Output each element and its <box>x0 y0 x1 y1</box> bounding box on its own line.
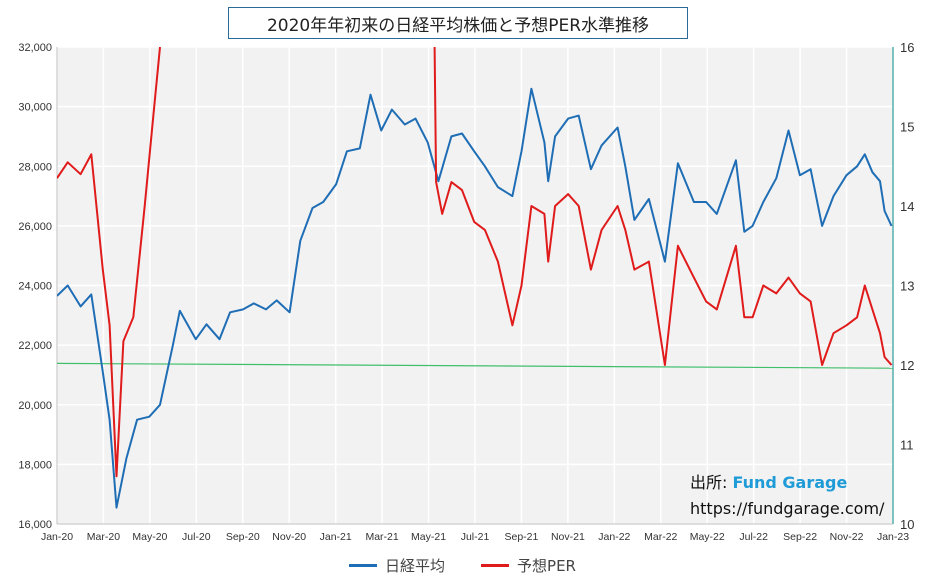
y-right-tick-label: 15 <box>900 120 914 135</box>
y-left-tick-label: 32,000 <box>18 42 52 54</box>
x-tick-label: Mar-20 <box>87 531 120 543</box>
y-left-tick-label: 26,000 <box>18 221 52 233</box>
x-tick-label: Nov-22 <box>830 531 864 543</box>
y-right-tick-label: 14 <box>900 199 914 214</box>
x-tick-label: Sep-21 <box>505 531 539 543</box>
source-url: https://fundgarage.com/ <box>690 499 885 518</box>
source-note: 出所: Fund Garage https://fundgarage.com/ <box>690 470 884 522</box>
y-left-tick-label: 28,000 <box>18 161 52 173</box>
series-reference-line <box>57 362 893 369</box>
x-tick-label: Mar-21 <box>365 531 398 543</box>
x-tick-label: Jan-21 <box>320 531 352 543</box>
legend-label-per: 予想PER <box>517 556 576 575</box>
series-per-line <box>57 47 161 478</box>
x-tick-label: May-21 <box>411 531 446 543</box>
legend-swatch-per <box>481 563 510 567</box>
y-right-tick-label: 16 <box>900 40 914 55</box>
y-left-tick-label: 22,000 <box>18 340 52 352</box>
x-tick-label: Nov-21 <box>551 531 585 543</box>
legend-item-per: 予想PER <box>481 555 576 576</box>
x-tick-label: Jan-20 <box>41 531 73 543</box>
y-left-tick-label: 16,000 <box>18 519 52 531</box>
y-left-tick-label: 18,000 <box>18 459 52 471</box>
legend: 日経平均 予想PER <box>0 553 925 577</box>
x-tick-label: Sep-22 <box>783 531 817 543</box>
y-right-tick-label: 11 <box>900 438 914 453</box>
legend-label-nikkei: 日経平均 <box>385 556 446 575</box>
x-tick-label: Jul-20 <box>182 531 211 543</box>
legend-swatch-nikkei <box>349 563 378 567</box>
x-tick-label: Nov-20 <box>272 531 306 543</box>
y-left-tick-label: 30,000 <box>18 102 52 114</box>
source-brand: Fund Garage <box>732 473 848 492</box>
y-right-tick-label: 10 <box>900 517 914 532</box>
y-right-tick-label: 12 <box>900 358 914 373</box>
x-tick-label: Jan-22 <box>598 531 630 543</box>
x-tick-label: May-22 <box>690 531 725 543</box>
series-per-line-continued <box>433 47 893 366</box>
x-tick-label: May-20 <box>132 531 167 543</box>
x-tick-label: Jul-21 <box>461 531 490 543</box>
x-tick-label: Mar-22 <box>644 531 677 543</box>
y-right-tick-label: 13 <box>900 279 914 294</box>
source-label: 出所: <box>690 473 733 492</box>
chart-title: 2020年年初来の日経平均株価と予想PER水準推移 <box>228 7 688 39</box>
legend-item-nikkei: 日経平均 <box>349 555 445 576</box>
series-nikkei-line <box>57 87 893 509</box>
x-tick-label: Jul-22 <box>739 531 768 543</box>
y-left-tick-label: 20,000 <box>18 400 52 412</box>
x-tick-label: Jan-23 <box>877 531 909 543</box>
x-tick-label: Sep-20 <box>226 531 260 543</box>
y-left-tick-label: 24,000 <box>18 281 52 293</box>
